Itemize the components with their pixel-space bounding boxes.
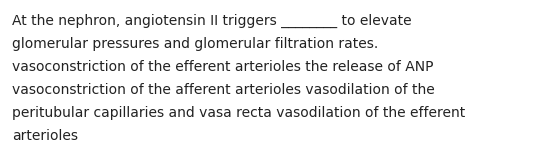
Text: vasoconstriction of the efferent arterioles the release of ANP: vasoconstriction of the efferent arterio… (12, 60, 434, 74)
Text: arterioles: arterioles (12, 129, 78, 143)
Text: At the nephron, angiotensin II triggers ________ to elevate: At the nephron, angiotensin II triggers … (12, 14, 412, 28)
Text: glomerular pressures and glomerular filtration rates.: glomerular pressures and glomerular filt… (12, 37, 378, 51)
Text: peritubular capillaries and vasa recta vasodilation of the efferent: peritubular capillaries and vasa recta v… (12, 106, 465, 120)
Text: vasoconstriction of the afferent arterioles vasodilation of the: vasoconstriction of the afferent arterio… (12, 83, 435, 97)
